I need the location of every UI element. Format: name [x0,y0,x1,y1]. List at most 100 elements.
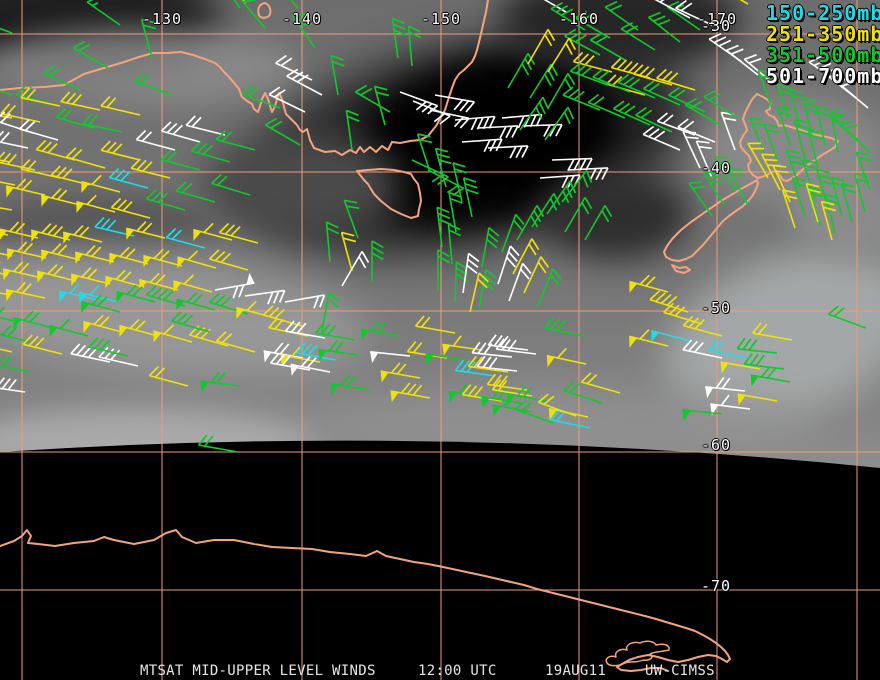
latitude-label: -60 [700,436,732,454]
wind-barb [632,64,673,86]
wind-barb [263,342,304,363]
wind-barb [688,181,713,217]
wind-barb [791,177,808,217]
wind-barb [173,274,213,293]
wind-barb [0,292,11,296]
wind-barb [610,57,651,79]
wind-barb [284,294,326,309]
wind-barb [544,106,575,141]
wind-barb [325,221,340,263]
wind-barb [478,268,497,310]
wind-barb [682,409,723,422]
caption-source: UW-CIMSS [645,663,715,679]
wind-barb [486,373,528,391]
wind-barb [544,317,585,337]
wind-barb [295,342,337,361]
wind-barb [165,227,206,249]
wind-barb [371,240,384,281]
wind-barb [437,249,450,290]
wind-barb [75,245,115,264]
wind-barb [617,73,656,99]
wind-barb [390,382,431,403]
wind-barb [0,252,13,257]
wind-barb [100,95,141,116]
wind-barb [643,80,681,106]
wind-barb [290,356,331,376]
wind-barb [321,291,340,333]
wind-barb [550,409,591,429]
legend-item-501-700mb: 501-700mb [766,64,880,88]
wind-barb [820,200,837,241]
wind-barb [81,174,121,193]
wind-barb [105,269,145,288]
wind-barb [547,37,577,73]
wind-barb [188,325,229,347]
wind-barb [354,84,391,113]
wind-barb [268,86,306,113]
wind-barb [656,68,696,91]
wind-barb [703,89,739,119]
wind-barb [677,118,716,143]
latitude-label: -30 [700,17,732,35]
wind-barb [83,314,123,333]
longitude-label: -160 [558,10,600,28]
wind-barb [714,156,736,193]
wind-barb [620,21,656,51]
wind-barb [613,100,651,126]
wind-barb [269,352,311,371]
wind-barb [22,334,63,355]
wind-barb [739,0,749,5]
wind-barb [788,88,805,129]
wind-barb [469,272,490,313]
wind-barb [197,434,239,453]
wind-barb [5,178,46,198]
wind-barb [720,361,761,374]
wind-barb [675,0,713,26]
wind-barb [153,324,193,343]
wind-barb [0,325,31,343]
wind-barb [98,346,139,367]
wind-barb [55,107,96,129]
wind-barb [648,11,681,43]
wind-barb [519,96,550,131]
longitude-label: -130 [141,10,183,28]
wind-barb [736,337,778,354]
wind-barb [139,272,179,291]
wind-barb [391,17,407,59]
wind-barb [726,44,759,76]
wind-barb [6,241,47,261]
wind-barb [682,130,701,169]
wind-barb [291,13,316,49]
wind-barb [240,0,266,29]
wind-barb [793,118,811,159]
wind-barb [563,381,603,404]
wind-barb [682,315,723,337]
wind-barb [477,125,519,139]
wind-barb [86,0,121,26]
wind-barb [284,320,326,339]
coastline-stewart-island [671,264,691,274]
wind-barb [0,354,31,373]
wind-barb [501,213,525,253]
coastline-tasmania [356,168,422,219]
wind-barb [318,340,359,361]
earth-limb [0,440,880,680]
wind-barb [0,27,13,34]
wind-barb [710,394,751,416]
wind-barb [523,256,550,294]
wind-barb [214,272,255,299]
wind-barb [757,69,774,109]
wind-barb [370,351,411,364]
wind-barb [79,285,119,304]
wind-barb [148,365,189,387]
wind-barb [546,347,587,368]
wind-barb [666,0,701,31]
wind-barb [133,72,173,96]
wind-barb [827,305,867,329]
wind-barb [108,167,149,189]
wind-barb [177,250,217,269]
wind-barb [574,10,611,39]
wind-barb [88,336,129,357]
coastline-australia [0,0,489,156]
wind-barb [343,199,360,239]
